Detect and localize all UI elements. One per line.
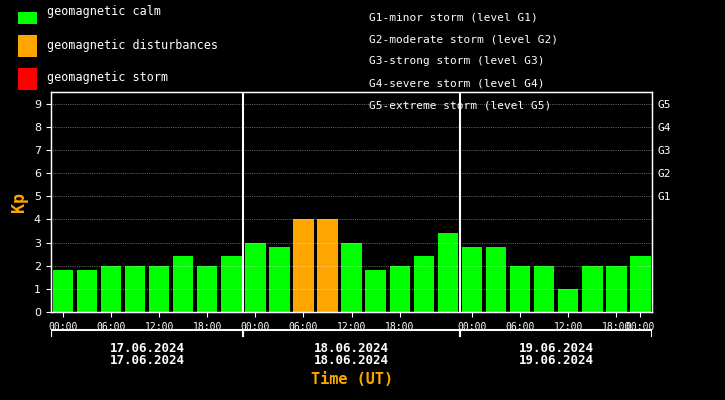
Bar	[197, 266, 218, 312]
Text: geomagnetic disturbances: geomagnetic disturbances	[47, 38, 218, 52]
Bar	[101, 266, 121, 312]
Bar	[365, 270, 386, 312]
Text: 19.06.2024: 19.06.2024	[518, 342, 594, 354]
Bar	[558, 289, 579, 312]
Bar	[318, 219, 338, 312]
FancyBboxPatch shape	[17, 35, 38, 57]
Bar	[125, 266, 145, 312]
Bar	[389, 266, 410, 312]
Text: 17.06.2024: 17.06.2024	[109, 342, 185, 354]
Text: G5-extreme storm (level G5): G5-extreme storm (level G5)	[370, 100, 552, 110]
Bar	[149, 266, 170, 312]
Bar	[462, 247, 482, 312]
Bar	[438, 233, 458, 312]
Bar	[534, 266, 555, 312]
FancyBboxPatch shape	[17, 2, 38, 24]
Bar	[173, 256, 194, 312]
Bar	[582, 266, 602, 312]
Bar	[293, 219, 314, 312]
Bar	[630, 256, 651, 312]
Bar	[341, 242, 362, 312]
Text: G1-minor storm (level G1): G1-minor storm (level G1)	[370, 12, 538, 22]
Y-axis label: Kp: Kp	[10, 192, 28, 212]
Text: G4-severe storm (level G4): G4-severe storm (level G4)	[370, 78, 545, 88]
Text: 18.06.2024: 18.06.2024	[314, 342, 389, 354]
Bar	[269, 247, 290, 312]
FancyBboxPatch shape	[17, 68, 38, 90]
Bar	[510, 266, 531, 312]
Bar	[413, 256, 434, 312]
Bar	[52, 270, 73, 312]
Bar	[245, 242, 265, 312]
Bar	[221, 256, 241, 312]
Text: geomagnetic calm: geomagnetic calm	[47, 6, 161, 18]
Text: 19.06.2024: 19.06.2024	[518, 354, 594, 367]
Text: 17.06.2024: 17.06.2024	[109, 354, 185, 367]
Text: geomagnetic storm: geomagnetic storm	[47, 72, 168, 84]
Text: G2-moderate storm (level G2): G2-moderate storm (level G2)	[370, 34, 558, 44]
Text: Time (UT): Time (UT)	[310, 372, 393, 388]
Text: G3-strong storm (level G3): G3-strong storm (level G3)	[370, 56, 545, 66]
Bar	[606, 266, 626, 312]
Text: 18.06.2024: 18.06.2024	[314, 354, 389, 367]
Bar	[486, 247, 506, 312]
Bar	[77, 270, 97, 312]
